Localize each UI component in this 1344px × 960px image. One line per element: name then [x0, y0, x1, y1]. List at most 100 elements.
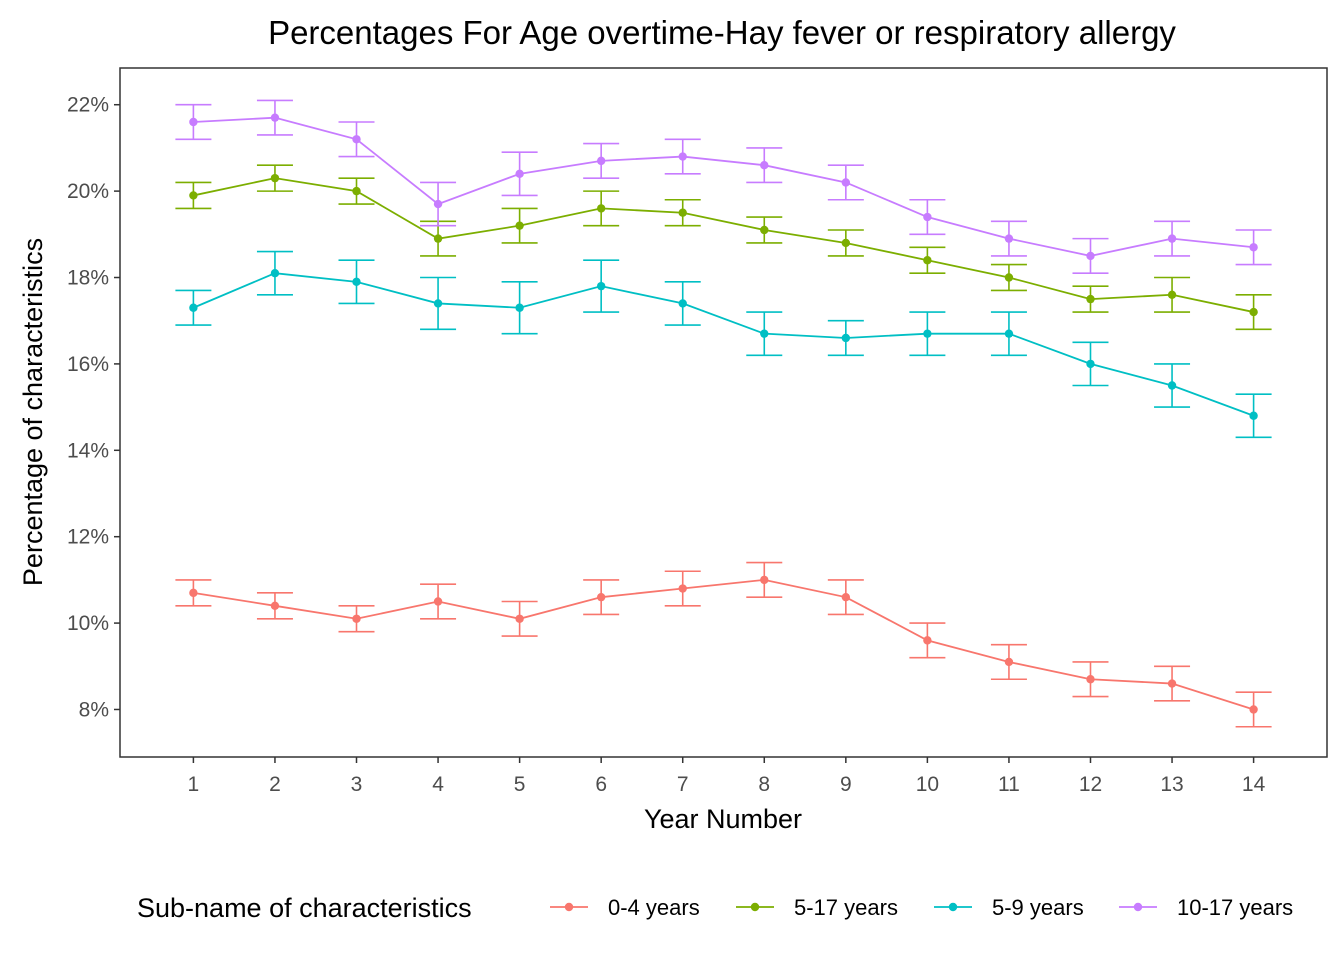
data-point [596, 156, 606, 166]
data-point [923, 212, 932, 222]
y-axis: 8% 10% 12% 14% 16% 18% 20% 22% [67, 94, 120, 721]
data-point [678, 299, 687, 308]
data-point [515, 169, 524, 179]
data-point [678, 584, 687, 593]
x-tick-label: 7 [677, 773, 689, 796]
data-point [352, 614, 361, 623]
data-point [923, 636, 932, 645]
legend-item: 5-9 years [934, 895, 1084, 920]
data-point [189, 117, 198, 127]
data-point [1086, 675, 1095, 684]
x-tick-label: 4 [432, 773, 444, 796]
data-point [515, 303, 524, 312]
data-point [596, 281, 606, 291]
series-2 [175, 164, 1272, 331]
x-tick-label: 10 [916, 773, 939, 796]
series-line [193, 177, 1254, 313]
y-tick-label: 22% [67, 94, 109, 117]
legend-label: 0-4 years [608, 895, 700, 920]
data-point [1249, 705, 1258, 714]
series-3 [175, 250, 1272, 439]
data-point [433, 597, 443, 606]
data-point [433, 299, 443, 308]
x-axis-title: Year Number [644, 804, 802, 834]
data-point [1167, 290, 1177, 299]
legend-item: 5-17 years [736, 895, 898, 920]
legend-label: 5-17 years [794, 895, 898, 920]
data-point [760, 160, 769, 170]
data-point [1004, 657, 1014, 667]
x-tick-label: 9 [840, 773, 852, 796]
legend-key-point [1133, 902, 1143, 912]
y-tick-label: 12% [67, 526, 109, 549]
x-tick-label: 5 [514, 773, 526, 796]
y-tick-label: 18% [67, 267, 109, 290]
data-point [352, 135, 361, 144]
data-point [1249, 411, 1258, 420]
legend-label: 10-17 years [1177, 895, 1293, 920]
legend: Sub-name of characteristics 0-4 years 5-17… [137, 893, 1293, 923]
data-point [1004, 273, 1014, 282]
x-tick-label: 11 [998, 773, 1020, 796]
data-point [189, 191, 198, 200]
data-point [1086, 359, 1095, 369]
data-point [1004, 329, 1014, 338]
data-point [596, 204, 606, 213]
data-point [1167, 381, 1177, 390]
legend-key-point [750, 902, 760, 912]
data-point [678, 208, 687, 217]
series-4 [175, 99, 1272, 274]
data-point [433, 199, 443, 209]
series-line [193, 578, 1254, 711]
data-point [1086, 251, 1095, 261]
x-tick-label: 3 [351, 773, 363, 796]
y-tick-label: 20% [67, 180, 109, 203]
legend-item: 0-4 years [550, 895, 700, 920]
x-tick-label: 14 [1242, 773, 1266, 796]
data-point [515, 221, 524, 230]
data-point [352, 186, 361, 196]
data-point [1004, 234, 1014, 243]
y-tick-label: 14% [67, 439, 109, 462]
data-point [189, 303, 198, 312]
data-point [1249, 243, 1258, 252]
data-point [923, 256, 932, 265]
x-tick-label: 2 [269, 773, 281, 796]
x-tick-label: 12 [1079, 773, 1102, 796]
chart-title: Percentages For Age overtime-Hay fever o… [268, 14, 1176, 51]
data-point [270, 268, 280, 278]
data-point [1167, 234, 1177, 243]
x-tick-label: 8 [758, 773, 770, 796]
legend-key-point [948, 902, 958, 912]
data-point [678, 152, 687, 161]
data-point [841, 178, 851, 187]
data-point [923, 329, 932, 338]
plot-panel [119, 67, 1328, 758]
data-point [1086, 294, 1095, 304]
series-layer [175, 99, 1272, 728]
x-tick-label: 13 [1160, 773, 1183, 796]
data-point [515, 614, 524, 623]
x-tick-label: 1 [188, 773, 200, 796]
legend-title: Sub-name of characteristics [137, 893, 472, 923]
data-point [189, 588, 198, 598]
data-point [270, 113, 280, 122]
data-point [760, 575, 769, 585]
y-tick-label: 8% [79, 698, 109, 721]
x-axis: 1 2 3 4 5 6 7 8 9 10 11 12 13 14 [188, 757, 1266, 796]
data-point [760, 225, 769, 235]
data-point [270, 601, 280, 611]
y-tick-label: 16% [67, 353, 109, 376]
data-point [270, 173, 280, 183]
data-point [841, 592, 851, 602]
series-line [193, 116, 1254, 257]
data-point [352, 277, 361, 287]
series-line [193, 272, 1254, 417]
data-point [841, 238, 851, 248]
data-point [841, 333, 851, 343]
legend-key-point [564, 902, 574, 912]
data-point [1249, 307, 1258, 317]
data-point [760, 329, 769, 338]
series-1 [175, 561, 1272, 728]
